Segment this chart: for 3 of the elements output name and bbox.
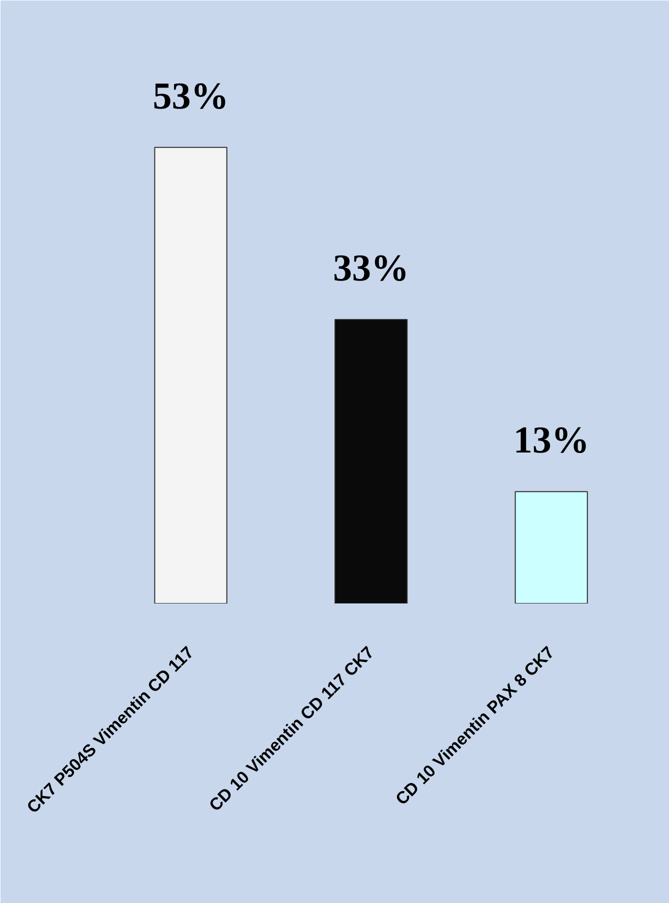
data-label: 33% — [333, 247, 410, 290]
data-label: 53% — [152, 75, 229, 118]
data-label: 13% — [513, 420, 590, 462]
